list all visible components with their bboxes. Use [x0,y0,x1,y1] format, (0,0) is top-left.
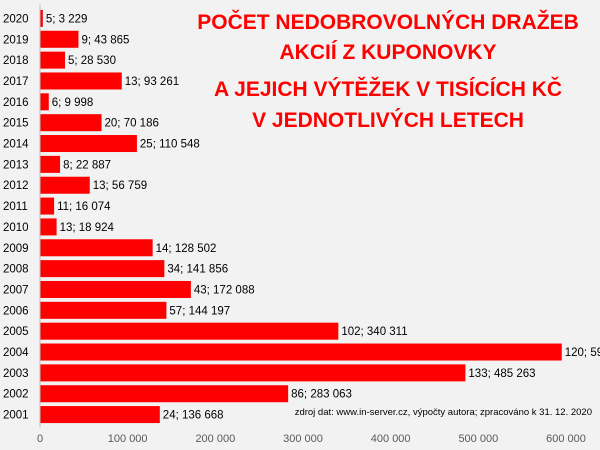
x-tick-label: 600 000 [546,433,586,445]
x-tick-label: 300 000 [283,433,323,445]
source-note: zdroj dat: www.in-server.cz, výpočty aut… [295,407,592,418]
chart-title-line-4: V JEDNOTLIVÝCH LETECH [252,108,524,132]
category-label-2004: 2004 [3,347,29,359]
data-label-2006: 57; 144 197 [169,305,230,317]
bar-2008 [40,260,165,278]
bar-2015 [40,114,102,132]
x-tick-label: 500 000 [458,433,498,445]
data-label-2009: 14; 128 502 [156,243,217,255]
data-label-2012: 13; 56 759 [93,180,147,192]
bar-2005 [40,322,339,340]
category-label-2019: 2019 [3,34,29,46]
chart-title-line-3: A JEJICH VÝTĚŽEK V TISÍCÍCH KČ [214,77,562,101]
data-label-2018: 5; 28 530 [68,55,116,67]
bar-2018 [40,51,66,69]
x-tick-label: 100 000 [108,433,148,445]
bar-2009 [40,239,153,257]
bar-2017 [40,72,122,90]
category-label-2018: 2018 [3,55,29,67]
category-label-2014: 2014 [3,139,29,151]
bar-2010 [40,218,57,236]
data-label-2013: 8; 22 887 [63,159,111,171]
category-label-2011: 2011 [3,201,28,213]
x-tick-labels-group: 0 100 000 200 000 300 000 400 000 500 000 600 … [37,433,586,445]
data-label-2008: 34; 141 856 [167,264,228,276]
category-label-2008: 2008 [3,264,29,276]
data-label-2019: 9; 43 865 [81,34,129,46]
category-label-2010: 2010 [3,222,29,234]
bar-2013 [40,155,61,173]
category-label-2003: 2003 [3,368,29,380]
bar-2001 [40,406,160,424]
category-label-2017: 2017 [3,76,29,88]
category-label-2016: 2016 [3,97,29,109]
bar-2006 [40,301,167,319]
chart-title-line-2: AKCIÍ Z KUPONOVKY [279,41,496,64]
category-label-2020: 2020 [3,13,29,25]
category-label-2013: 2013 [3,159,29,171]
x-tick-label: 200 000 [195,433,235,445]
data-label-2005: 102; 340 311 [341,326,407,338]
category-labels-group: 2020 2019 2018 2017 2016 2015 2014 2013 2012 2011… [3,13,29,421]
x-tick-label: 0 [37,433,43,445]
category-label-2009: 2009 [3,243,29,255]
bar-2011 [40,197,55,215]
category-label-2005: 2005 [3,326,29,338]
data-label-2011: 11; 16 074 [57,201,111,213]
x-tick-label: 400 000 [371,433,411,445]
data-label-2003: 133; 485 263 [468,368,535,380]
category-label-2002: 2002 [3,389,29,401]
bar-2019 [40,30,79,48]
data-label-2004: 120; 595 161 [565,347,600,359]
bar-2002 [40,385,289,403]
data-label-2020: 5; 3 229 [46,13,88,25]
bar-2012 [40,176,90,194]
bar-2014 [40,135,137,153]
data-label-2014: 25; 110 548 [140,139,200,151]
category-label-2007: 2007 [3,284,29,296]
category-label-2012: 2012 [3,180,29,192]
category-label-2001: 2001 [3,410,29,422]
bar-2003 [40,364,466,382]
data-label-2010: 13; 18 924 [60,222,115,234]
bar-2004 [40,343,562,361]
data-label-2007: 43; 172 088 [194,284,255,296]
data-label-2015: 20; 70 186 [105,118,159,130]
bar-2007 [40,280,191,298]
data-label-2016: 6; 9 998 [52,97,94,109]
chart-title-line-1: POČET NEDOBROVOLNÝCH DRAŽEB [197,10,579,34]
bar-2016 [40,93,49,111]
data-label-2017: 13; 93 261 [125,76,179,88]
bar-2020 [40,9,43,27]
bars-group [40,9,562,424]
data-label-2001: 24; 136 668 [163,410,224,422]
data-label-2002: 86; 283 063 [291,389,352,401]
category-label-2015: 2015 [3,118,29,130]
data-labels-group: 5; 3 229 9; 43 865 5; 28 530 13; 93 261 6; 9… [46,13,600,421]
category-label-2006: 2006 [3,305,29,317]
